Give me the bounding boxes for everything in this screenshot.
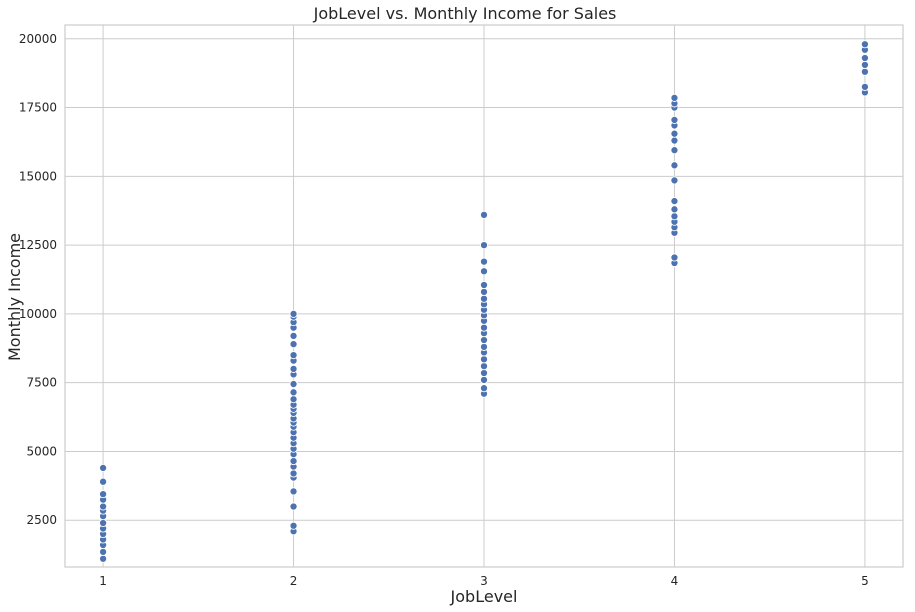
- y-tick-label: 5000: [26, 444, 57, 458]
- y-tick-label: 2500: [26, 513, 57, 527]
- scatter-point: [860, 60, 869, 69]
- scatter-point: [860, 53, 869, 63]
- y-tick-label: 12500: [19, 238, 57, 252]
- scatter-point: [99, 502, 108, 511]
- scatter-point: [479, 342, 489, 351]
- scatter-point: [289, 457, 298, 466]
- scatter-point: [289, 309, 298, 318]
- x-tick-label: 5: [861, 574, 869, 588]
- x-tick-label: 3: [480, 574, 488, 588]
- scatter-point: [479, 355, 489, 364]
- tick-layer: 1 2 3 4 5 2500 5000 7500 10000 12500 15000 17500 200…: [19, 32, 869, 588]
- scatter-point: [479, 280, 489, 290]
- scatter-point: [479, 323, 489, 332]
- plot-frame: [64, 24, 904, 568]
- scatter-point: [289, 364, 298, 373]
- scatter-point: [479, 384, 489, 393]
- scatter-point: [479, 287, 489, 296]
- scatter-point: [479, 362, 489, 371]
- y-tick-label: 10000: [19, 307, 57, 321]
- scatter-point: [670, 136, 679, 145]
- scatter-point: [670, 115, 679, 124]
- scatter-point: [99, 547, 108, 556]
- x-axis-label: JobLevel: [450, 587, 518, 606]
- scatter-point: [479, 294, 489, 303]
- scatter-point: [99, 477, 108, 486]
- scatter-point: [479, 257, 489, 266]
- y-tick-label: 20000: [19, 32, 57, 46]
- chart-title: JobLevel vs. Monthly Income for Sales: [313, 4, 617, 23]
- scatter-point: [289, 331, 298, 340]
- scatter-point: [289, 469, 298, 478]
- scatter-point: [289, 351, 298, 360]
- scatter-point: [479, 368, 489, 378]
- scatter-point: [289, 388, 298, 397]
- scatter-point: [289, 487, 298, 496]
- scatter-point: [289, 521, 298, 530]
- x-tick-label: 2: [290, 574, 298, 588]
- scatter-point: [670, 176, 679, 185]
- y-tick-label: 7500: [26, 376, 57, 390]
- scatter-point: [479, 267, 489, 276]
- scatter-point: [670, 161, 679, 170]
- scatter-point: [289, 340, 298, 349]
- y-tick-label: 17500: [19, 101, 57, 115]
- scatter-point: [860, 40, 869, 49]
- scatter-point: [99, 463, 108, 473]
- scatter-point: [670, 129, 679, 138]
- scatter-point: [99, 490, 108, 499]
- y-axis-label: Monthly Income: [5, 233, 24, 361]
- x-tick-label: 4: [671, 574, 679, 588]
- scatter-point: [670, 146, 679, 155]
- scatter-point: [479, 241, 489, 250]
- scatter-point: [479, 210, 489, 219]
- scatter-point: [289, 379, 298, 389]
- scatter-point: [99, 554, 108, 563]
- x-tick-label: 1: [99, 574, 107, 588]
- scatter-point: [99, 518, 108, 528]
- scatter-point: [860, 82, 869, 91]
- points-layer: [99, 40, 869, 563]
- scatter-point: [670, 212, 679, 221]
- scatter-point: [289, 502, 298, 511]
- scatter-point: [670, 205, 679, 214]
- y-tick-label: 15000: [19, 169, 57, 183]
- scatter-point: [670, 93, 679, 102]
- scatter-point: [860, 67, 869, 76]
- scatter-point: [670, 253, 679, 262]
- scatter-point: [479, 375, 489, 384]
- scatter-point: [479, 335, 489, 345]
- scatter-point: [289, 395, 298, 404]
- scatter-point: [670, 197, 679, 206]
